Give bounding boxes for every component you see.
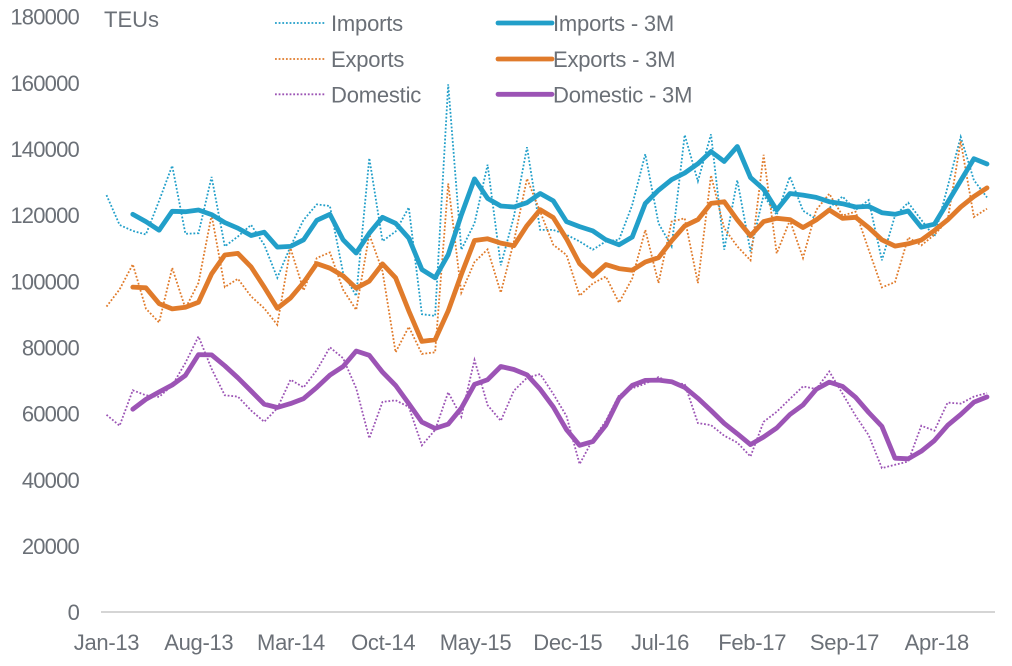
svg-text:Exports - 3M: Exports - 3M	[553, 47, 675, 72]
svg-text:Imports: Imports	[331, 11, 403, 36]
svg-text:Domestic: Domestic	[331, 82, 421, 107]
svg-text:120000: 120000	[10, 203, 79, 228]
svg-text:20000: 20000	[22, 534, 80, 559]
svg-text:Exports: Exports	[331, 47, 404, 72]
svg-text:180000: 180000	[10, 5, 79, 30]
svg-text:80000: 80000	[22, 336, 80, 361]
svg-text:Jan-13: Jan-13	[74, 630, 140, 655]
svg-text:140000: 140000	[10, 137, 79, 162]
svg-text:TEUs: TEUs	[104, 7, 159, 32]
svg-text:60000: 60000	[22, 402, 80, 427]
svg-text:May-15: May-15	[440, 630, 512, 655]
svg-text:100000: 100000	[10, 269, 79, 294]
svg-text:0: 0	[68, 600, 80, 625]
svg-text:Dec-15: Dec-15	[533, 630, 602, 655]
svg-text:160000: 160000	[10, 71, 79, 96]
svg-text:Domestic - 3M: Domestic - 3M	[553, 82, 692, 107]
svg-text:Sep-17: Sep-17	[810, 630, 879, 655]
svg-text:Jul-16: Jul-16	[631, 630, 689, 655]
svg-text:Imports - 3M: Imports - 3M	[553, 11, 674, 36]
svg-text:Mar-14: Mar-14	[257, 630, 325, 655]
svg-text:Aug-13: Aug-13	[164, 630, 233, 655]
svg-text:Apr-18: Apr-18	[905, 630, 969, 655]
svg-text:Feb-17: Feb-17	[718, 630, 786, 655]
svg-text:Oct-14: Oct-14	[351, 630, 415, 655]
svg-text:40000: 40000	[22, 468, 80, 493]
